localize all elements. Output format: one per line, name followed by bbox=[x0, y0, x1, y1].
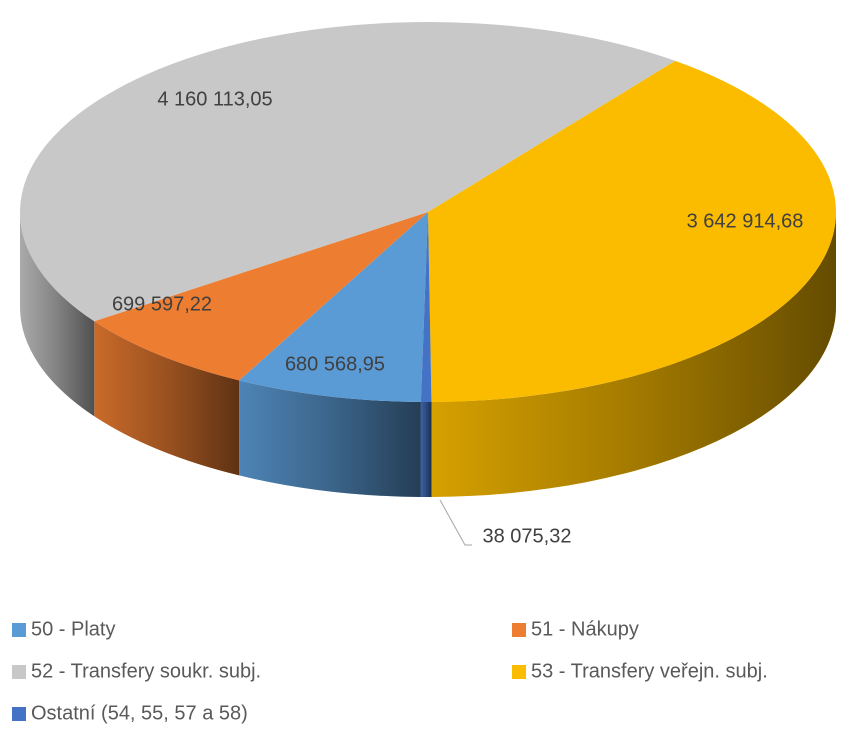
slice-side-shade bbox=[239, 380, 421, 497]
data-label: 680 568,95 bbox=[285, 353, 385, 375]
slice bbox=[239, 212, 428, 402]
slice-side-shade bbox=[94, 321, 240, 476]
legend-label: 53 - Transfery veřejn. subj. bbox=[531, 660, 768, 682]
data-label: 3 642 914,68 bbox=[687, 210, 804, 232]
slice bbox=[428, 60, 837, 402]
slice bbox=[420, 212, 432, 403]
legend-swatch bbox=[512, 665, 526, 679]
slice-side-shade bbox=[19, 212, 95, 417]
data-label: 4 160 113,05 bbox=[157, 88, 272, 110]
legend-swatch bbox=[12, 707, 26, 721]
slice-side-shade bbox=[431, 212, 836, 497]
legend-swatch bbox=[12, 623, 26, 637]
data-label: 699 597,22 bbox=[112, 293, 212, 315]
legend-label: 52 - Transfery soukr. subj. bbox=[31, 660, 261, 682]
data-label: 38 075,32 bbox=[483, 525, 572, 547]
legend-label: 50 - Platy bbox=[31, 618, 115, 640]
leader-line bbox=[439, 499, 472, 546]
legend-label: Ostatní (54, 55, 57 a 58) bbox=[31, 702, 248, 724]
slice-side-shade bbox=[420, 401, 432, 498]
legend-swatch bbox=[12, 665, 26, 679]
legend-swatch bbox=[512, 623, 526, 637]
legend-label: 51 - Nákupy bbox=[531, 618, 639, 640]
slice bbox=[94, 212, 428, 381]
slice bbox=[19, 21, 676, 322]
